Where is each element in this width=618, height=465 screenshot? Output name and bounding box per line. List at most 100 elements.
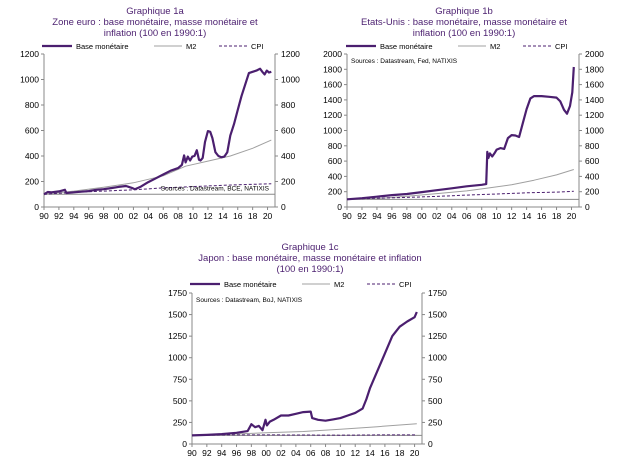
y-tick-label-left: 600	[328, 156, 342, 166]
x-tick-label: 98	[247, 448, 257, 458]
source-note: Sources : Datastream, Fed, NATIXIS	[351, 58, 458, 65]
chart-1a: Graphique 1a Zone euro : base monétaire,…	[0, 0, 310, 225]
x-tick-label: 06	[306, 448, 316, 458]
x-tick-label: 04	[291, 448, 301, 458]
chart-1a-subtitle-2: inflation (100 en 1990:1)	[103, 28, 207, 39]
x-tick-label: 98	[402, 211, 412, 221]
chart-1b-title: Graphique 1b Etats-Unis : base monétaire…	[310, 6, 618, 39]
y-tick-label-right: 600	[585, 156, 599, 166]
x-tick-label: 92	[54, 211, 64, 221]
y-tick-label-left: 1600	[323, 80, 342, 90]
chart-1c-heading: Graphique 1c	[281, 242, 339, 253]
chart-1a-legend: Base monétaire M2 CPI	[42, 42, 264, 51]
y-tick-label-right: 1400	[585, 95, 604, 105]
y-tick-label-left: 750	[173, 374, 187, 384]
y-tick-label-left: 1000	[168, 353, 187, 363]
chart-1c-subtitle-2: (100 en 1990:1)	[276, 264, 344, 275]
x-tick-label: 16	[380, 448, 390, 458]
legend-label: Base monétaire	[380, 42, 433, 51]
y-tick-label-right: 750	[428, 374, 442, 384]
y-tick-label-right: 500	[428, 396, 442, 406]
series-cpi	[191, 434, 417, 436]
x-tick-label: 16	[537, 211, 547, 221]
x-tick-label: 90	[187, 448, 197, 458]
y-tick-label-right: 400	[585, 171, 599, 181]
y-tick-label-left: 1500	[168, 310, 187, 320]
y-tick-label-right: 2000	[585, 49, 604, 59]
y-tick-label-right: 1000	[585, 126, 604, 136]
x-tick-label: 08	[477, 211, 487, 221]
x-tick-label: 12	[203, 211, 213, 221]
legend-label: M2	[334, 280, 344, 289]
y-tick-label-right: 0	[585, 202, 590, 212]
x-tick-label: 20	[410, 448, 420, 458]
x-tick-label: 14	[365, 448, 375, 458]
x-tick-label: 92	[202, 448, 212, 458]
legend-label: CPI	[251, 42, 264, 51]
legend-label: CPI	[399, 280, 412, 289]
chart-1b-subtitle-1: Etats-Unis : base monétaire, masse monét…	[361, 17, 567, 28]
y-tick-label-left: 0	[182, 439, 187, 449]
chart-1a-title: Graphique 1a Zone euro : base monétaire,…	[0, 6, 310, 39]
y-tick-label-right: 1500	[428, 310, 447, 320]
x-tick-label: 10	[336, 448, 346, 458]
y-tick-label-right: 800	[281, 100, 295, 110]
chart-1b: Graphique 1b Etats-Unis : base monétaire…	[310, 0, 618, 225]
y-tick-label-left: 2000	[323, 49, 342, 59]
x-tick-label: 94	[69, 211, 79, 221]
x-tick-label: 06	[462, 211, 472, 221]
x-tick-label: 08	[173, 211, 183, 221]
y-tick-label-right: 1600	[585, 80, 604, 90]
chart-1b-subtitle-2: inflation (100 en 1990:1)	[412, 28, 516, 39]
y-tick-label-left: 400	[328, 171, 342, 181]
y-tick-label-right: 800	[585, 141, 599, 151]
x-tick-label: 20	[567, 211, 577, 221]
x-tick-label: 10	[188, 211, 198, 221]
chart-1c-legend: Base monétaire M2 CPI	[190, 280, 412, 289]
x-tick-label: 90	[342, 211, 352, 221]
legend-label: CPI	[555, 42, 568, 51]
series-base-monetaire	[43, 67, 272, 196]
x-tick-label: 98	[99, 211, 109, 221]
y-tick-label-right: 600	[281, 126, 295, 136]
x-tick-label: 14	[218, 211, 228, 221]
y-tick-label-left: 600	[25, 126, 39, 136]
y-tick-label-left: 400	[25, 151, 39, 161]
y-tick-label-right: 0	[428, 439, 433, 449]
x-tick-label: 92	[357, 211, 367, 221]
y-tick-label-right: 0	[281, 202, 286, 212]
chart-1c: Graphique 1c Japon : base monétaire, mas…	[150, 238, 470, 465]
y-tick-label-left: 1000	[20, 75, 39, 85]
x-tick-label: 12	[507, 211, 517, 221]
y-tick-label-left: 1250	[168, 331, 187, 341]
y-tick-label-right: 250	[428, 417, 442, 427]
legend-label: Base monétaire	[76, 42, 129, 51]
x-tick-label: 02	[276, 448, 286, 458]
x-tick-label: 00	[417, 211, 427, 221]
chart-1c-title: Graphique 1c Japon : base monétaire, mas…	[150, 242, 470, 275]
y-tick-label-left: 800	[328, 141, 342, 151]
x-tick-label: 96	[84, 211, 94, 221]
legend-label: M2	[490, 42, 500, 51]
y-tick-label-left: 200	[328, 187, 342, 197]
series-m2	[346, 169, 574, 200]
source-note: Sources : Datastream, BoJ, NATIXIS	[196, 297, 303, 304]
legend-label: Base monétaire	[224, 280, 277, 289]
x-tick-label: 04	[144, 211, 154, 221]
y-tick-label-left: 1800	[323, 64, 342, 74]
y-tick-label-right: 400	[281, 151, 295, 161]
x-tick-label: 02	[129, 211, 139, 221]
y-tick-label-left: 1200	[323, 110, 342, 120]
y-tick-label-right: 1200	[585, 110, 604, 120]
series-base-monetaire	[346, 66, 575, 201]
y-tick-label-right: 1000	[281, 75, 300, 85]
x-tick-label: 94	[372, 211, 382, 221]
y-tick-label-right: 1800	[585, 64, 604, 74]
y-tick-label-left: 1000	[323, 126, 342, 136]
legend-label: M2	[186, 42, 196, 51]
chart-1b-legend: Base monétaire M2 CPI	[346, 42, 568, 51]
